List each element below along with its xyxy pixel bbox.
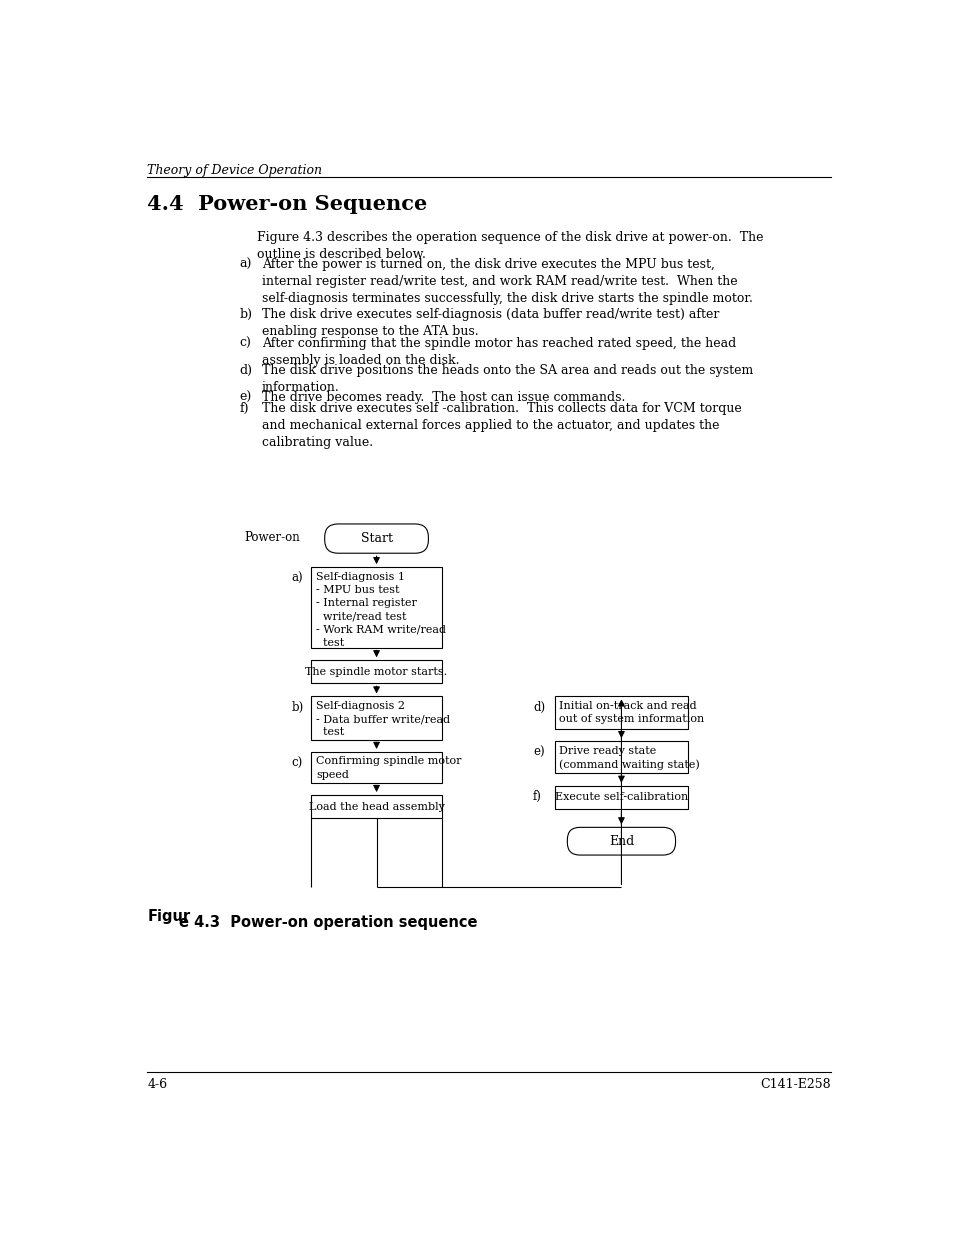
Text: c): c) <box>239 337 251 350</box>
Text: Initial on-track and read
out of system information: Initial on-track and read out of system … <box>558 701 704 724</box>
Text: f): f) <box>533 790 541 804</box>
Text: Theory of Device Operation: Theory of Device Operation <box>147 163 322 177</box>
Text: d): d) <box>533 701 545 714</box>
Text: e 4.3  Power-on operation sequence: e 4.3 Power-on operation sequence <box>179 915 477 930</box>
Text: Figur: Figur <box>147 909 190 924</box>
FancyBboxPatch shape <box>567 827 675 855</box>
Text: d): d) <box>239 364 253 377</box>
Text: The disk drive executes self -calibration.  This collects data for VCM torque
an: The disk drive executes self -calibratio… <box>261 403 740 450</box>
Bar <box>311 752 441 783</box>
Text: The drive becomes ready.  The host can issue commands.: The drive becomes ready. The host can is… <box>261 390 624 404</box>
Text: e): e) <box>533 746 544 758</box>
Text: Start: Start <box>360 532 392 545</box>
Text: Self-diagnosis 1
- MPU bus test
- Internal register
  write/read test
- Work RAM: Self-diagnosis 1 - MPU bus test - Intern… <box>315 572 446 647</box>
Text: b): b) <box>239 309 253 321</box>
Text: b): b) <box>291 701 303 714</box>
Text: Load the head assembly: Load the head assembly <box>308 802 444 811</box>
Text: f): f) <box>239 403 249 415</box>
Text: The disk drive executes self-diagnosis (data buffer read/write test) after
enabl: The disk drive executes self-diagnosis (… <box>261 309 719 338</box>
Text: a): a) <box>291 572 303 584</box>
Text: Figure 4.3 describes the operation sequence of the disk drive at power-on.  The
: Figure 4.3 describes the operation seque… <box>257 231 763 261</box>
Bar <box>311 661 441 683</box>
Text: End: End <box>608 835 634 847</box>
Text: Power-on: Power-on <box>245 531 300 543</box>
Text: c): c) <box>291 757 302 769</box>
Text: The disk drive positions the heads onto the SA area and reads out the system
inf: The disk drive positions the heads onto … <box>261 364 752 394</box>
Text: Confirming spindle motor
speed: Confirming spindle motor speed <box>315 757 461 779</box>
Text: e): e) <box>239 390 252 404</box>
Text: Execute self-calibration: Execute self-calibration <box>555 793 687 803</box>
Text: C141-E258: C141-E258 <box>760 1078 830 1091</box>
Text: Self-diagnosis 2
- Data buffer write/read
  test: Self-diagnosis 2 - Data buffer write/rea… <box>315 701 450 737</box>
Bar <box>555 741 687 773</box>
FancyBboxPatch shape <box>324 524 428 553</box>
Bar <box>311 567 441 648</box>
Bar <box>311 795 441 818</box>
Text: After the power is turned on, the disk drive executes the MPU bus test,
internal: After the power is turned on, the disk d… <box>261 258 752 305</box>
Bar <box>555 697 687 729</box>
Text: Drive ready state
(command waiting state): Drive ready state (command waiting state… <box>558 746 700 769</box>
Text: 4.4  Power-on Sequence: 4.4 Power-on Sequence <box>147 194 427 215</box>
Bar <box>311 697 441 740</box>
Text: 4-6: 4-6 <box>147 1078 167 1091</box>
Text: The spindle motor starts.: The spindle motor starts. <box>305 667 447 677</box>
Text: a): a) <box>239 258 252 272</box>
Text: After confirming that the spindle motor has reached rated speed, the head
assemb: After confirming that the spindle motor … <box>261 337 736 367</box>
Bar <box>555 785 687 809</box>
